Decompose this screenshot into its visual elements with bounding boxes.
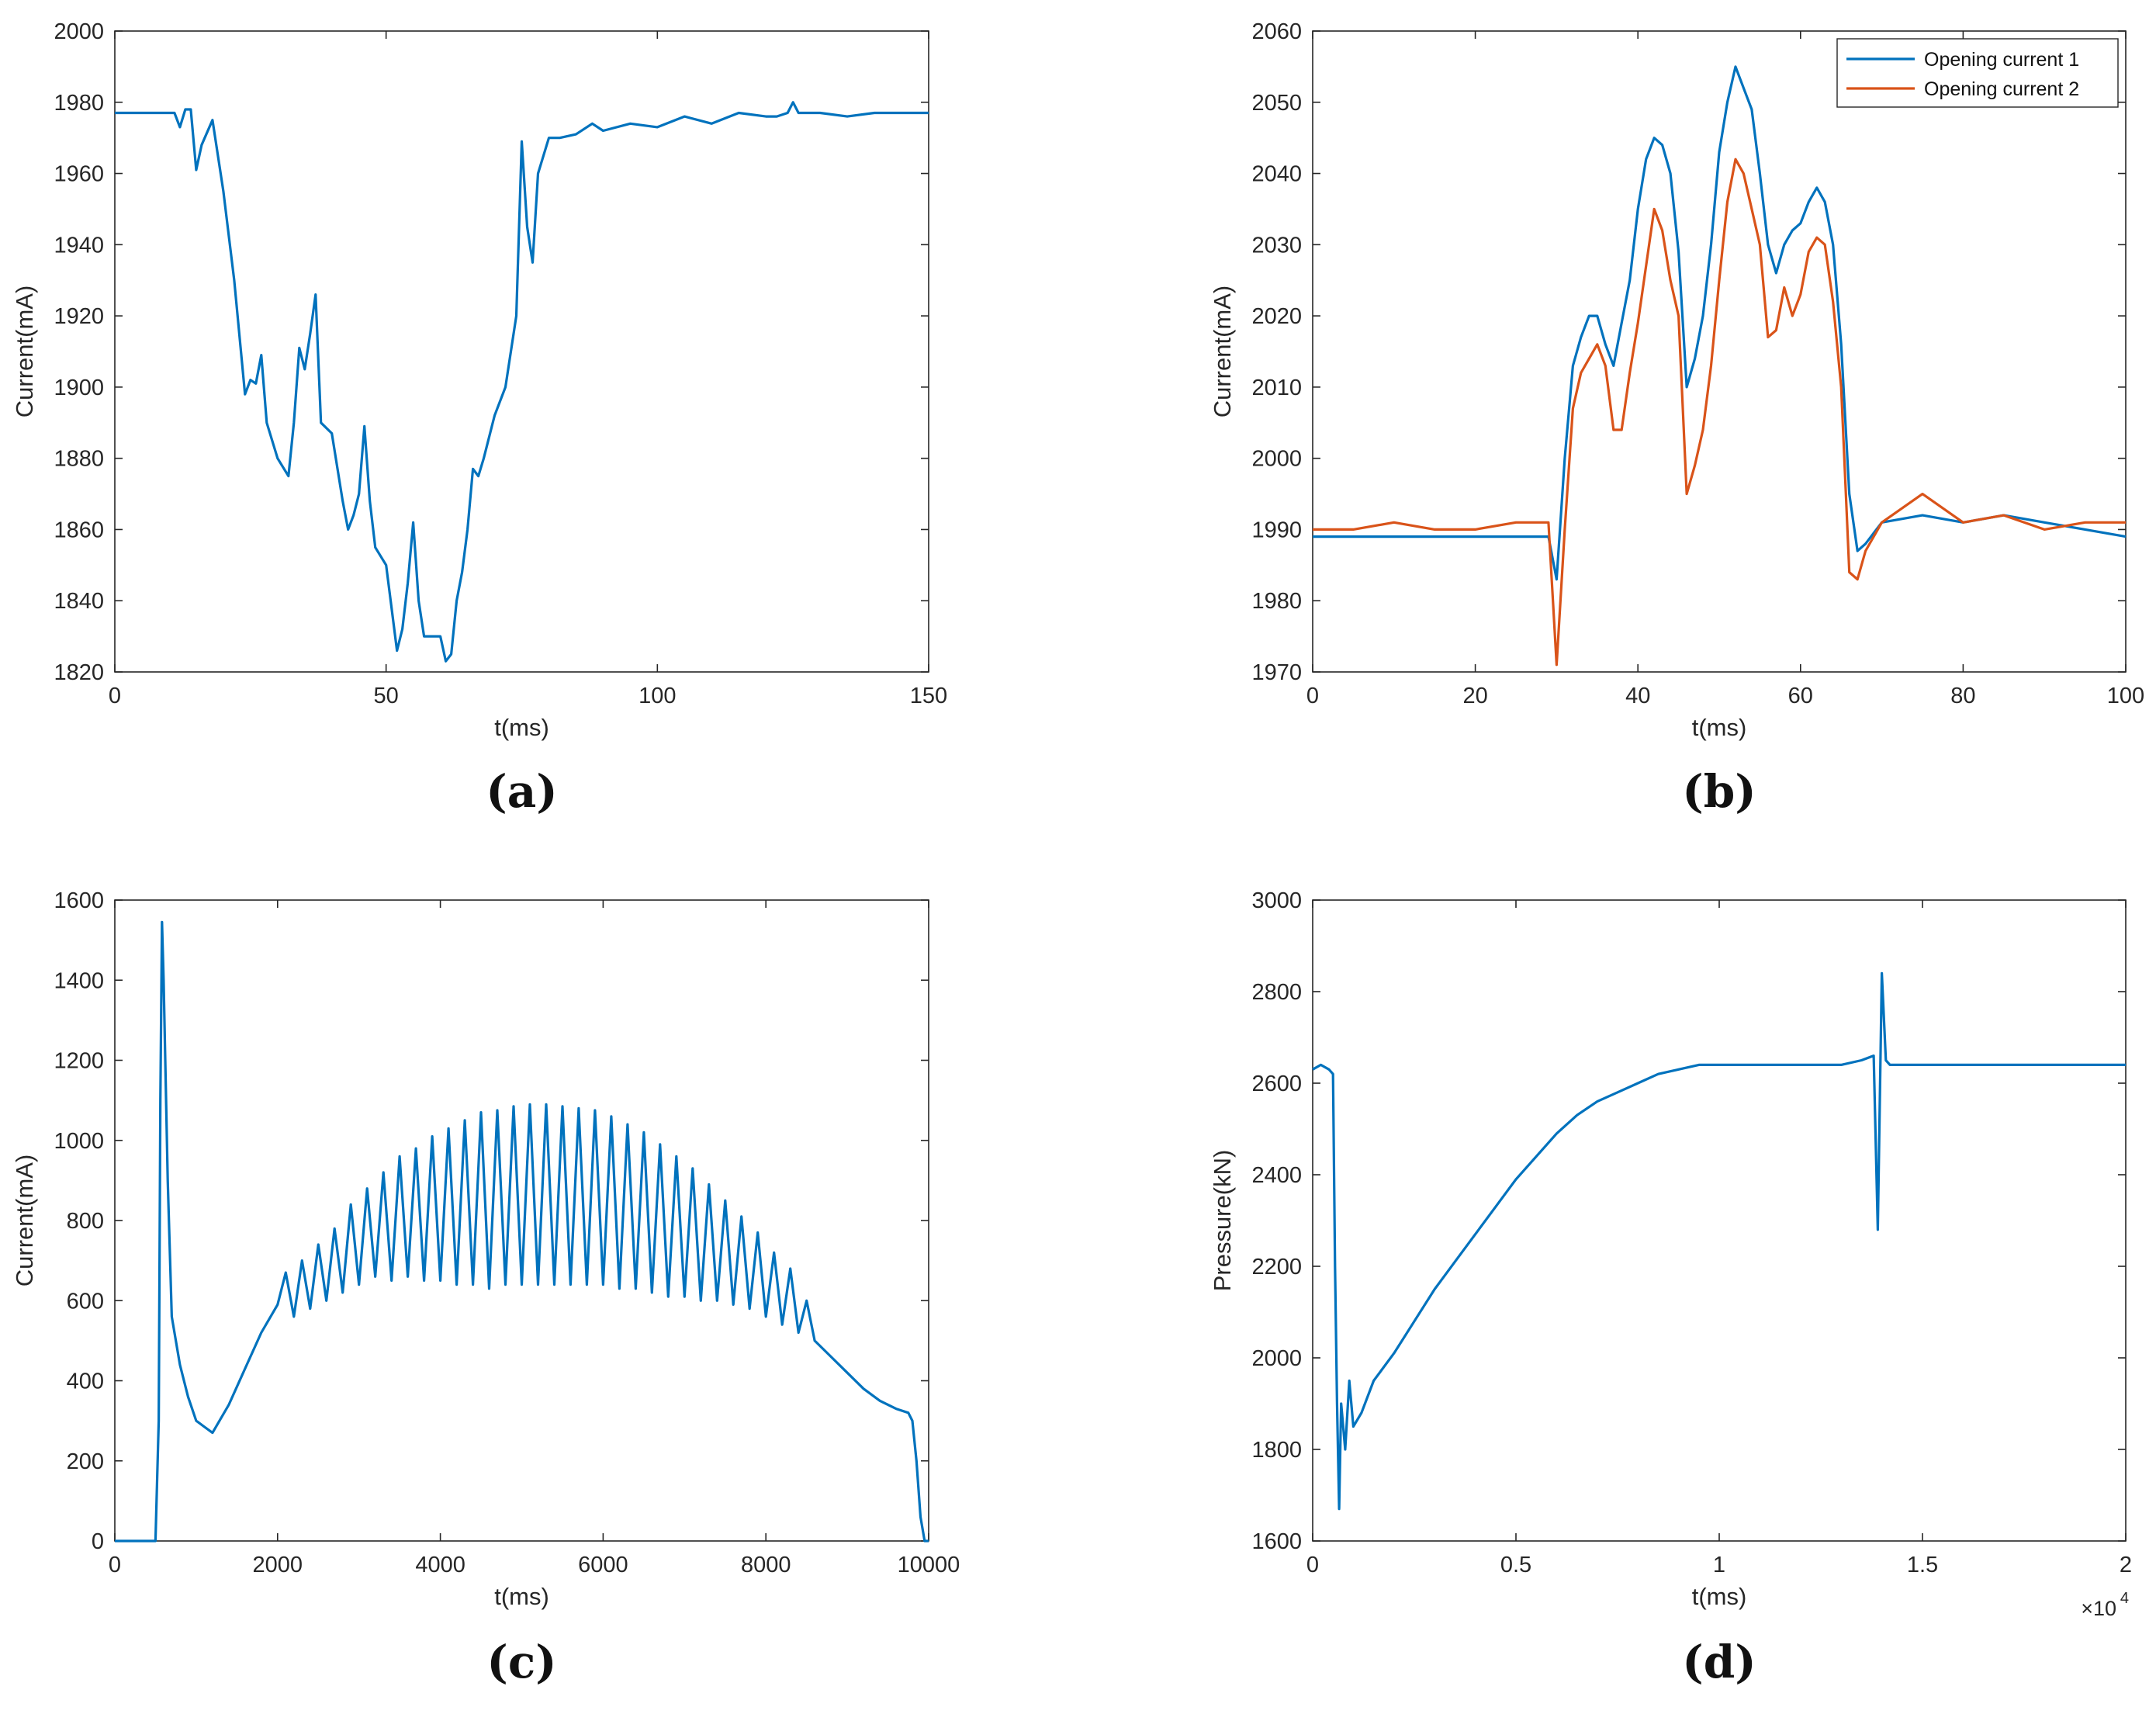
x-tick-label: 2: [2120, 1553, 2132, 1577]
y-axis-label: Current(mA): [11, 1155, 38, 1287]
y-tick-label: 1000: [54, 1129, 104, 1154]
x-tick-label: 60: [1788, 684, 1813, 708]
y-tick-label: 400: [67, 1369, 104, 1394]
y-tick-label: 2020: [1251, 304, 1302, 329]
y-tick-label: 800: [67, 1209, 104, 1234]
y-tick-label: 2040: [1251, 162, 1302, 187]
y-tick-label: 2600: [1251, 1072, 1302, 1096]
y-tick-label: 1960: [54, 162, 104, 187]
x-tick-label: 80: [1950, 684, 1975, 708]
x-axis-label: t(ms): [494, 714, 549, 741]
series-line-1: [1313, 65, 2127, 581]
x-tick-label: 1.5: [1907, 1553, 1938, 1577]
y-tick-label: 1400: [54, 968, 104, 993]
y-tick-label: 0: [92, 1529, 104, 1554]
series-line-1: [1312, 971, 2126, 1511]
y-tick-label: 2000: [1251, 447, 1302, 472]
y-tick-label: 2000: [1251, 1346, 1302, 1371]
x-tick-label: 50: [374, 684, 399, 708]
series-line-2: [1313, 158, 2126, 667]
x-axis-label: t(ms): [494, 1583, 549, 1610]
x-axis-label: t(ms): [1692, 1583, 1747, 1610]
y-tick-label: 2060: [1251, 19, 1302, 44]
plot-area-box: [114, 899, 929, 1542]
panel-label: (c): [486, 1636, 556, 1688]
y-tick-label: 1970: [1251, 660, 1302, 685]
y-tick-label: 200: [67, 1449, 104, 1474]
legend-box: [1836, 38, 2119, 108]
x-tick-label: 4000: [415, 1553, 465, 1577]
x-axis-multiplier: ×10: [2081, 1597, 2116, 1620]
y-tick-label: 600: [67, 1289, 104, 1314]
plot-area-box: [114, 30, 929, 673]
chart-panel-d: 0 0.5 1 1.5 2 1600 1800 2000 2200 2400 2600 2800 300…: [1209, 888, 2132, 1688]
plot-area-box: [1312, 30, 2127, 673]
x-tick-label: 20: [1462, 684, 1487, 708]
x-tick-label: 1: [1713, 1553, 1725, 1577]
y-tick-label: 3000: [1251, 888, 1302, 913]
panel-label: (b): [1682, 765, 1756, 818]
legend: Opening current 1 Opening current 2: [1836, 38, 2119, 108]
y-tick-label: 1800: [1251, 1438, 1302, 1463]
y-tick-label: 2010: [1251, 376, 1302, 400]
x-tick-label: 6000: [578, 1553, 628, 1577]
x-tick-label: 100: [638, 684, 676, 708]
x-tick-label: 0: [1306, 1553, 1319, 1577]
series-line-1: [115, 101, 929, 663]
y-tick-label: 2050: [1251, 91, 1302, 116]
y-tick-label: 1820: [54, 660, 104, 685]
panel-label: (a): [486, 765, 557, 818]
x-tick-label: 8000: [741, 1553, 791, 1577]
x-axis-label: t(ms): [1692, 714, 1747, 741]
y-tick-label: 1600: [1251, 1529, 1302, 1554]
y-tick-label: 1990: [1251, 518, 1302, 542]
x-tick-label: 0.5: [1500, 1553, 1531, 1577]
x-tick-label: 150: [910, 684, 947, 708]
y-tick-label: 2030: [1251, 233, 1302, 258]
y-tick-label: 1980: [54, 91, 104, 116]
y-tick-label: 2400: [1251, 1163, 1302, 1188]
y-tick-label: 1980: [1251, 589, 1302, 614]
y-tick-label: 1600: [54, 888, 104, 913]
legend-entry-2: Opening current 2: [1924, 78, 2079, 100]
x-tick-label: 0: [109, 1553, 121, 1577]
y-tick-label: 2800: [1251, 980, 1302, 1005]
y-tick-label: 2000: [54, 19, 104, 44]
legend-entry-1: Opening current 1: [1924, 49, 2079, 71]
y-axis-label: Current(mA): [1209, 286, 1236, 418]
y-axis-label: Pressure(kN): [1209, 1150, 1236, 1292]
chart-panel-b: 0 20 40 60 80 1001970198019902000201020202030…: [1209, 19, 2144, 818]
y-tick-label: 2200: [1251, 1255, 1302, 1279]
x-tick-label: 0: [1306, 684, 1319, 708]
y-tick-label: 1860: [54, 518, 104, 542]
y-axis-label: Current(mA): [11, 286, 38, 418]
x-tick-label: 2000: [253, 1553, 303, 1577]
y-tick-label: 1920: [54, 304, 104, 329]
x-tick-label: 40: [1625, 684, 1650, 708]
y-tick-label: 1880: [54, 447, 104, 472]
x-tick-label: 100: [2107, 684, 2144, 708]
plot-area-box: [1312, 899, 2127, 1542]
series-line-1: [115, 920, 929, 1543]
x-tick-label: 0: [109, 684, 121, 708]
chart-panel-a: 0 50 100 150 1820 1840 1860 1880 1900 1920 1940 196…: [11, 19, 947, 818]
y-tick-label: 1200: [54, 1049, 104, 1074]
y-tick-label: 1940: [54, 233, 104, 258]
x-axis-exponent: 4: [2120, 1590, 2129, 1607]
y-tick-label: 1840: [54, 589, 104, 614]
chart-panel-c: 0 2000 4000 6000 8000 10000 0 200 400 600 800 1000 1…: [11, 888, 960, 1688]
x-tick-label: 10000: [898, 1553, 960, 1577]
panel-label: (d): [1682, 1636, 1756, 1688]
y-tick-label: 1900: [54, 376, 104, 400]
